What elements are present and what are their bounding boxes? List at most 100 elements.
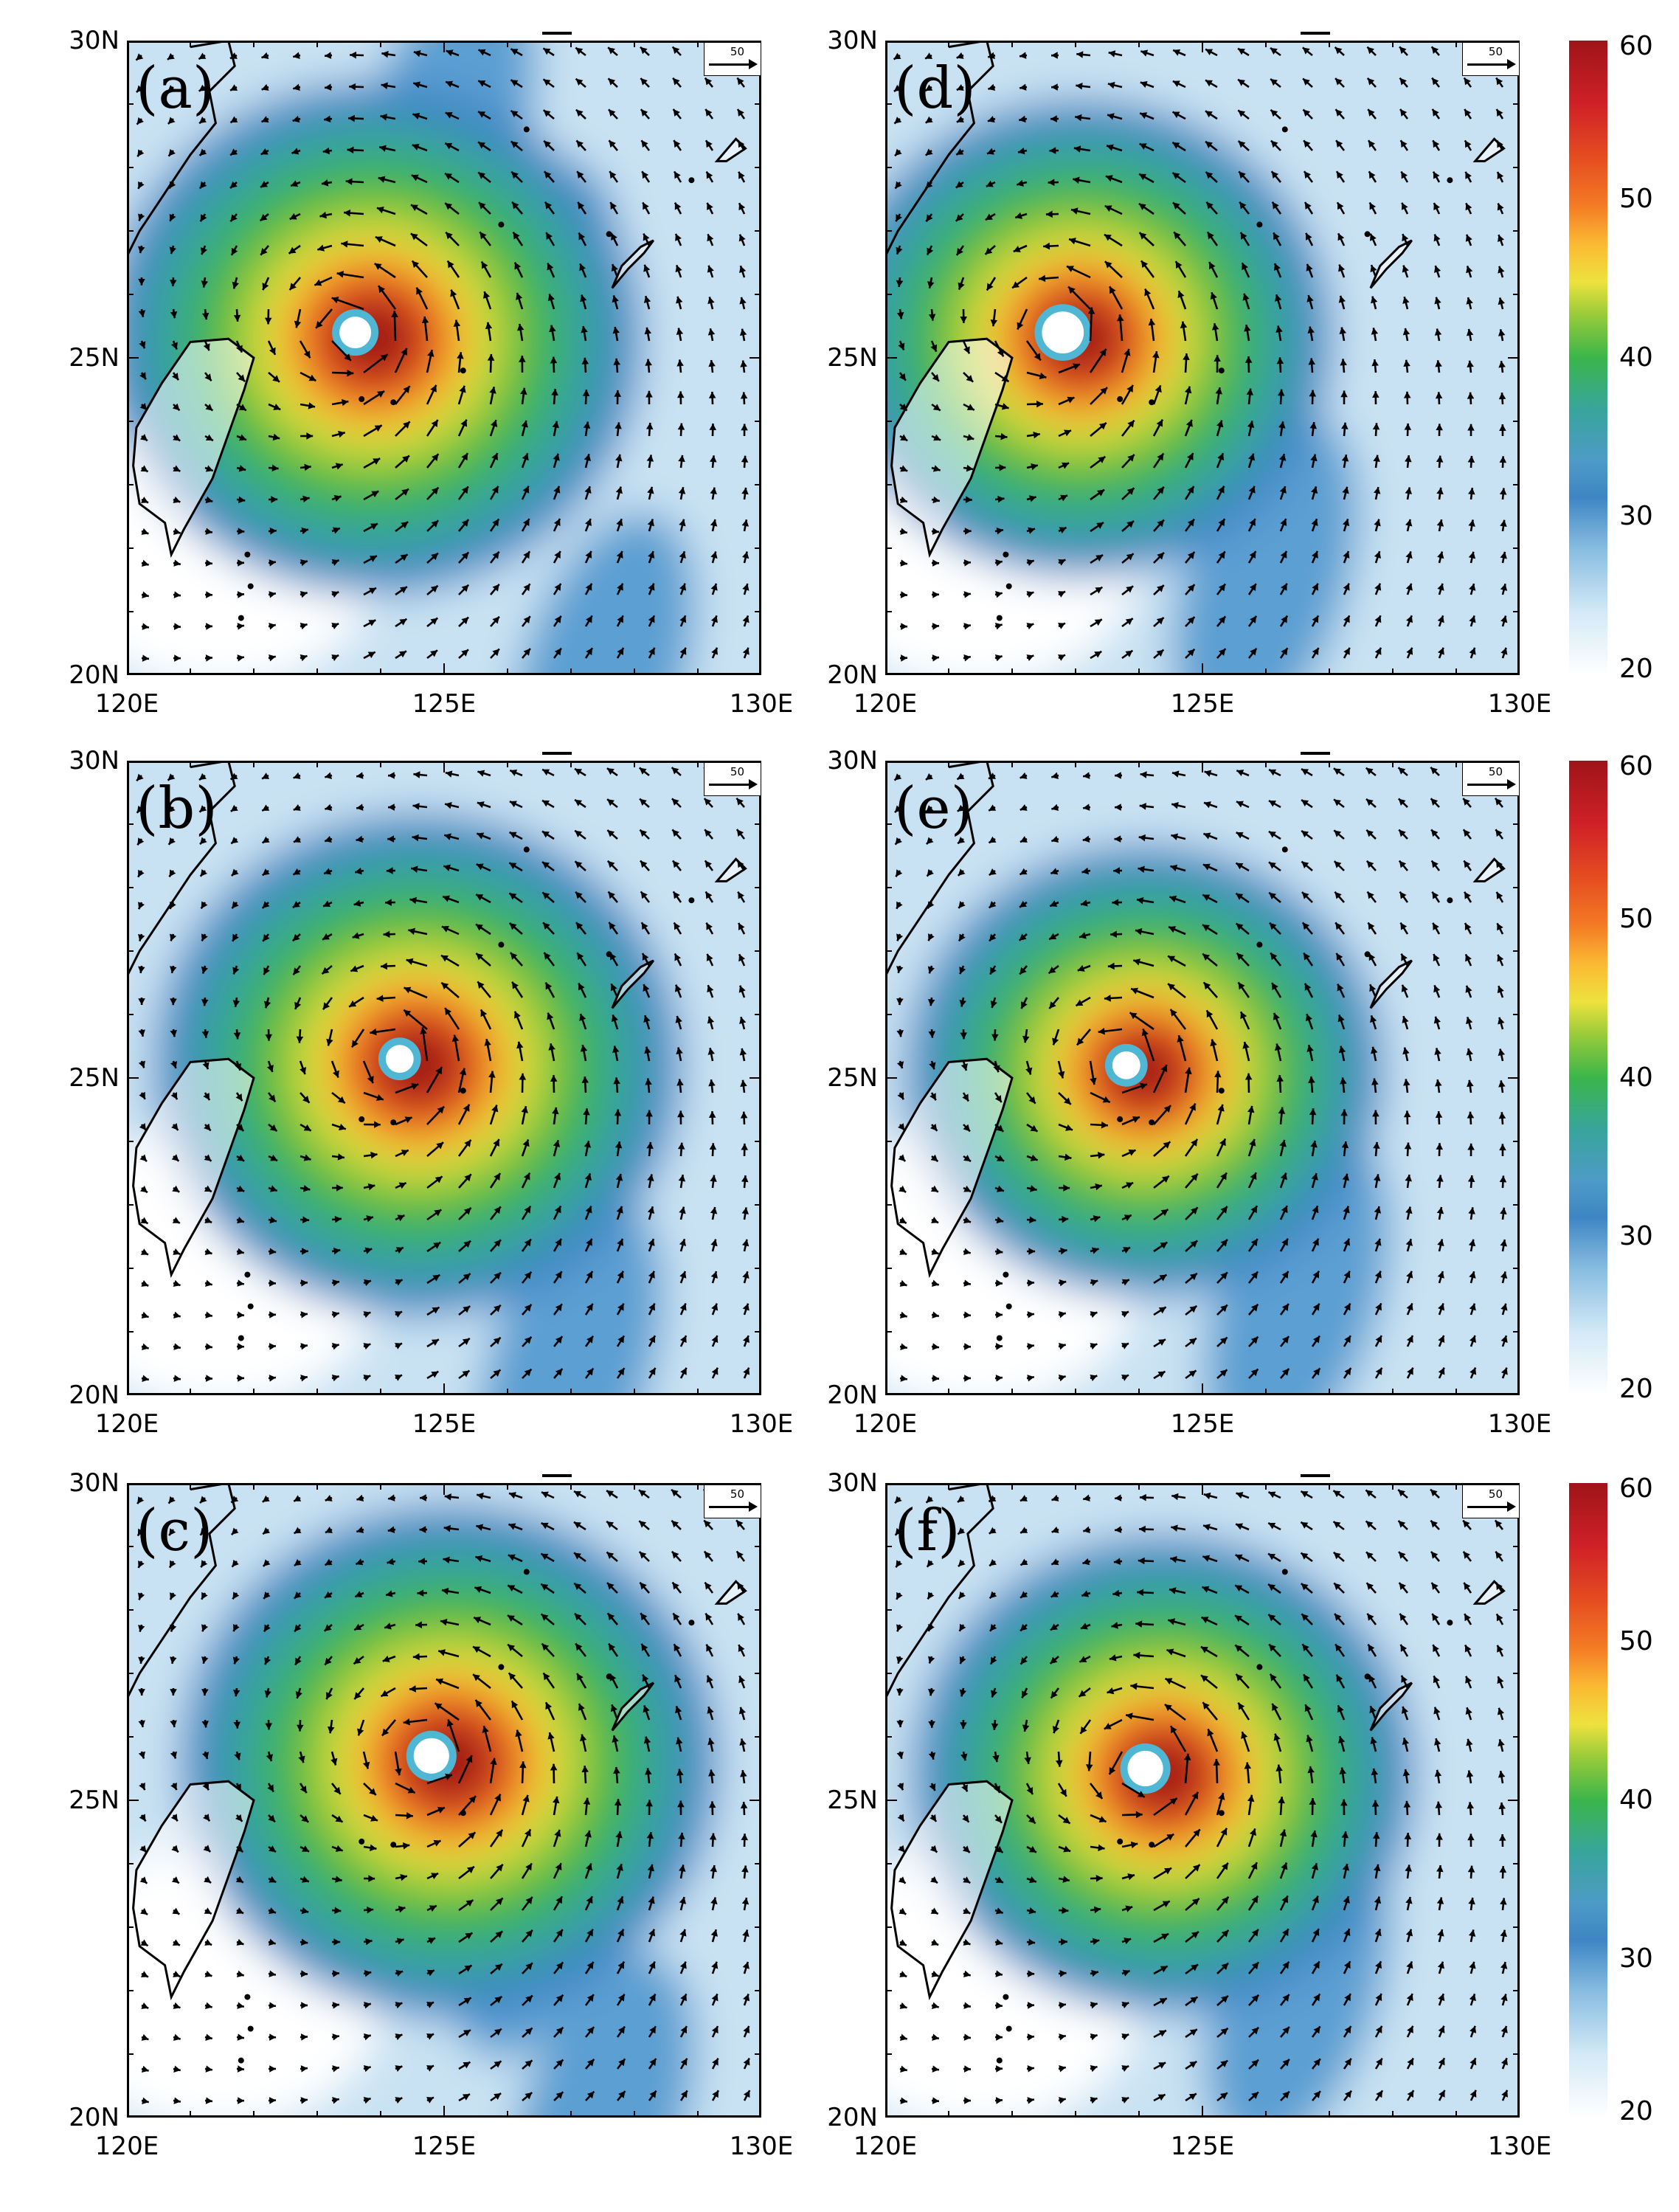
top-marker [1301, 32, 1331, 35]
reference-vector: 50 [1462, 1485, 1520, 1518]
taiwan-coastline [132, 337, 255, 559]
plot-area [885, 41, 1520, 675]
reference-vector: 50 [1462, 42, 1520, 76]
x-tick-label: 120E [853, 689, 918, 719]
okinawa-coastline [611, 1682, 654, 1732]
y-tick-label: 20N [69, 1380, 120, 1410]
okinawa-coastline [611, 239, 654, 289]
reference-arrow-icon [1467, 1501, 1516, 1512]
y-tick-label: 20N [827, 2103, 878, 2132]
wind-field [127, 1483, 761, 2118]
top-marker [1301, 752, 1331, 755]
y-tick-label: 30N [69, 26, 120, 55]
taiwan-coastline [132, 1057, 255, 1279]
x-tick-label: 125E [1170, 689, 1235, 719]
wind-field [127, 41, 761, 675]
taiwan-coastline [132, 1780, 255, 2001]
top-marker [542, 32, 572, 35]
colorbar-label: 40 [1619, 342, 1653, 373]
top-marker [542, 1474, 572, 1477]
china-coastline [885, 1483, 994, 1700]
okinawa-coastline [611, 959, 654, 1009]
reference-vector: 50 [704, 762, 761, 796]
wind-vectors [893, 46, 1508, 662]
wind-vectors [136, 1488, 751, 2104]
y-tick-label: 25N [69, 1063, 120, 1093]
x-tick-label: 130E [729, 2132, 794, 2161]
colorbar-label: 60 [1619, 31, 1653, 61]
amami-coastline [714, 137, 747, 162]
x-tick-label: 130E [1487, 2132, 1552, 2161]
panel-label: (b) [136, 775, 218, 842]
y-tick-label: 20N [827, 660, 878, 690]
y-tick-label: 30N [827, 746, 878, 775]
colorbar-gradient [1569, 1483, 1607, 2118]
colorbar-label: 20 [1619, 2096, 1653, 2126]
reference-vector: 50 [704, 1485, 761, 1518]
panel-label: (c) [136, 1498, 213, 1564]
colorbar-label: 20 [1619, 654, 1653, 684]
taiwan-coastline [890, 1057, 1014, 1279]
x-tick-label: 120E [853, 2132, 918, 2161]
x-tick-label: 120E [94, 2132, 159, 2161]
colorbar-gradient [1569, 761, 1607, 1395]
colorbar-label: 50 [1619, 184, 1653, 214]
reference-vector-label: 50 [1488, 1487, 1503, 1501]
plot-area [127, 761, 761, 1395]
colorbar-gradient [1569, 41, 1607, 675]
colorbar-label: 50 [1619, 1626, 1653, 1656]
y-tick-label: 25N [69, 343, 120, 373]
y-tick-label: 25N [827, 1063, 878, 1093]
x-tick-label: 130E [729, 1409, 794, 1439]
china-coastline [885, 761, 994, 978]
x-tick-label: 125E [412, 689, 477, 719]
top-marker [1301, 1474, 1331, 1477]
y-tick-label: 30N [827, 26, 878, 55]
colorbar-label: 50 [1619, 904, 1653, 934]
china-coastline [885, 41, 994, 258]
y-tick-label: 25N [827, 343, 878, 373]
reference-vector-label: 50 [730, 1487, 744, 1501]
colorbar-label: 60 [1619, 1473, 1653, 1504]
plot-area [127, 1483, 761, 2118]
wind-vectors [136, 766, 750, 1382]
x-tick-label: 120E [853, 1409, 918, 1439]
colorbar-label: 30 [1619, 1221, 1653, 1251]
plot-area [885, 1483, 1520, 2118]
x-tick-label: 130E [729, 689, 794, 719]
x-tick-label: 130E [1487, 689, 1552, 719]
y-tick-label: 25N [69, 1786, 120, 1815]
y-tick-label: 30N [69, 1468, 120, 1498]
y-tick-label: 20N [69, 2103, 120, 2132]
top-marker [542, 752, 572, 755]
plot-area [127, 41, 761, 675]
taiwan-coastline [890, 337, 1014, 559]
reference-vector-label: 50 [1488, 45, 1503, 58]
reference-vector: 50 [704, 42, 761, 76]
reference-vector: 50 [1462, 762, 1520, 796]
y-tick-label: 20N [827, 1380, 878, 1410]
wind-field [885, 761, 1520, 1395]
panel-label: (f) [894, 1498, 960, 1564]
x-tick-label: 120E [94, 689, 159, 719]
wind-vectors [135, 46, 750, 662]
reference-arrow-icon [709, 1501, 758, 1512]
reference-vector-label: 50 [1488, 765, 1503, 778]
china-coastline [127, 1483, 236, 1700]
plot-area [885, 761, 1520, 1395]
y-tick-label: 30N [69, 746, 120, 775]
panel-label: (e) [894, 775, 974, 842]
amami-coastline [1472, 137, 1506, 162]
y-tick-label: 20N [69, 660, 120, 690]
y-tick-label: 30N [827, 1468, 878, 1498]
okinawa-coastline [1369, 959, 1413, 1009]
okinawa-coastline [1369, 239, 1413, 289]
wind-vectors [893, 766, 1508, 1382]
x-tick-label: 125E [1170, 1409, 1235, 1439]
x-tick-label: 125E [1170, 2132, 1235, 2161]
reference-arrow-icon [1467, 59, 1516, 69]
panel-label: (a) [136, 55, 215, 122]
reference-arrow-icon [1467, 779, 1516, 789]
china-coastline [127, 761, 236, 978]
reference-vector-label: 50 [730, 45, 744, 58]
